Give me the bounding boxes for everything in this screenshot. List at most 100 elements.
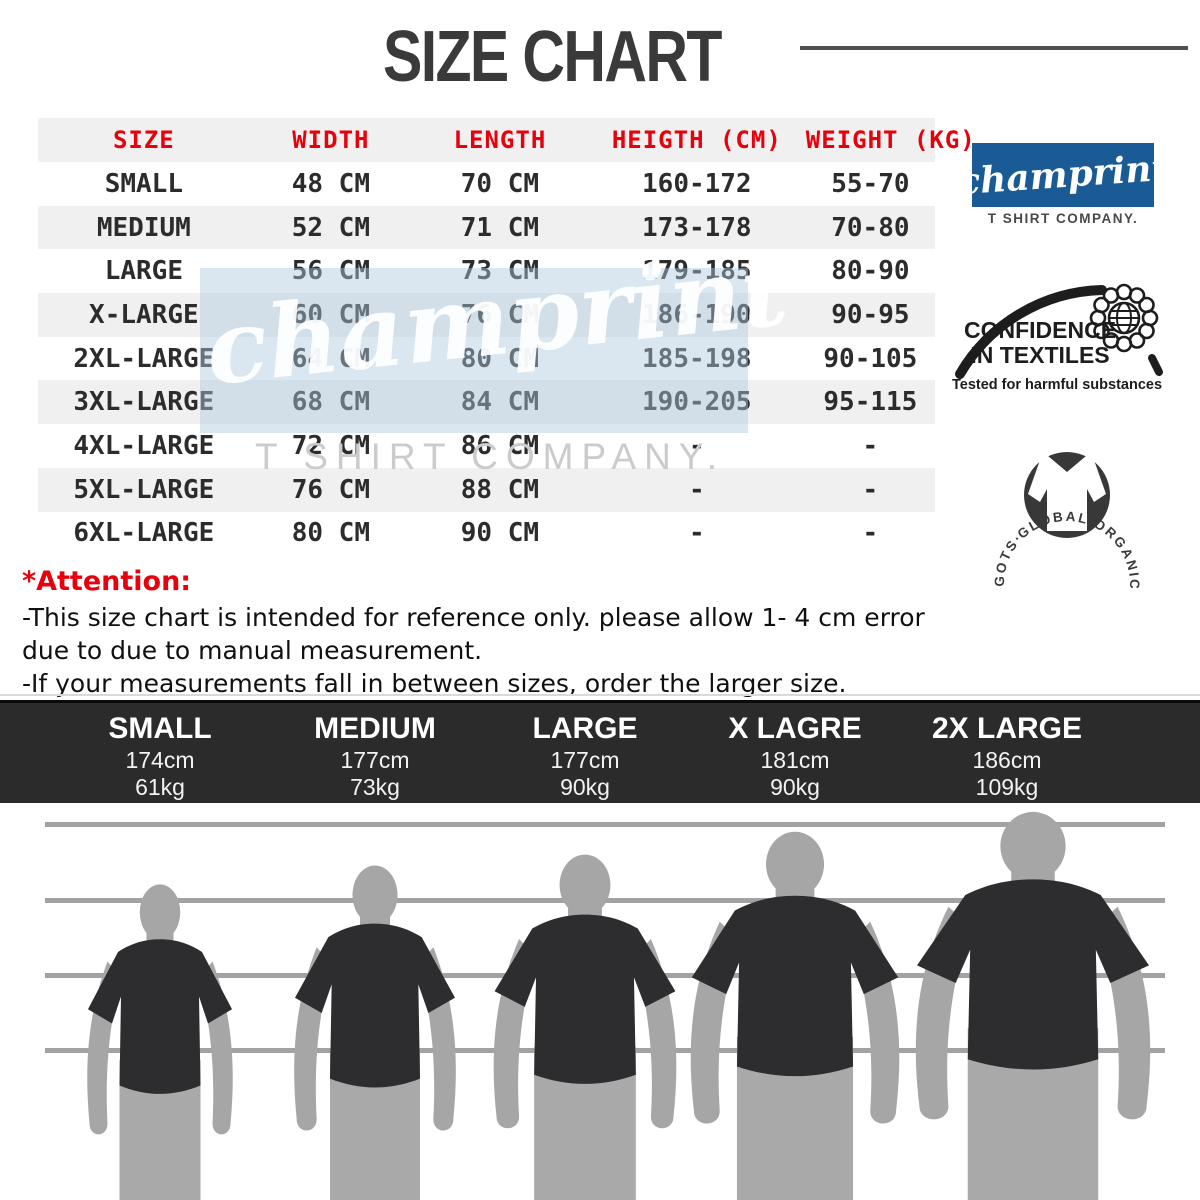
- bar-item-small: SMALL 174cm 61kg: [60, 711, 260, 801]
- cell-weight: -: [862, 430, 879, 461]
- table-row: 5XL-LARGE 76 CM 88 CM - -: [38, 467, 935, 512]
- col-header-size: SIZE: [112, 126, 175, 154]
- col-header-width: WIDTH: [292, 126, 370, 154]
- size-summary-bar: SMALL 174cm 61kg MEDIUM 177cm 73kg LARGE…: [0, 700, 1200, 803]
- bar-item-xlarge: X LAGRE 181cm 90kg: [695, 711, 895, 801]
- table-row: 6XL-LARGE 80 CM 90 CM - -: [38, 512, 935, 556]
- watermark-overlay: [200, 268, 748, 433]
- attention-line: -This size chart is intended for referen…: [22, 603, 925, 632]
- silhouette-xlarge: [690, 831, 900, 1200]
- cell-size: LARGE: [104, 256, 183, 287]
- bar-label: MEDIUM: [314, 712, 436, 745]
- cell-weight: -: [862, 518, 879, 549]
- cell-length: 88 CM: [460, 474, 540, 505]
- cell-weight: 95-115: [823, 387, 918, 418]
- title-rule: [800, 46, 1188, 50]
- bar-height: 186cm: [972, 747, 1042, 773]
- table-row: 3XL-LARGE 68 CM 84 CM 190-205 95-115: [38, 380, 935, 425]
- table-row: SMALL 48 CM 70 CM 160-172 55-70: [38, 162, 935, 206]
- cell-width: 68 CM: [291, 387, 370, 418]
- bar-weight: 61kg: [135, 774, 185, 800]
- cell-size: X-LARGE: [89, 299, 199, 330]
- table-row: MEDIUM 52 CM 71 CM 173-178 70-80: [38, 205, 935, 250]
- col-header-weight: WEIGHT (KG): [805, 126, 976, 154]
- cell-height: 173-178: [642, 212, 752, 243]
- bar-weight: 90kg: [770, 774, 820, 800]
- bar-height: 177cm: [340, 747, 410, 773]
- cell-width: 64 CM: [291, 343, 370, 374]
- cell-size: MEDIUM: [96, 212, 191, 243]
- attention-line: -If your measurements fall in between si…: [22, 669, 847, 698]
- bar-height: 177cm: [550, 747, 620, 773]
- cell-size: 4XL-LARGE: [73, 430, 215, 461]
- oeko-line2: IN TEXTILES: [970, 342, 1109, 368]
- bar-item-2xlarge: 2X LARGE 186cm 109kg: [907, 711, 1107, 801]
- col-header-height: HEIGTH (CM): [611, 126, 782, 154]
- cell-width: 60 CM: [291, 299, 370, 330]
- champrint-logo-subtext: T SHIRT COMPANY.: [987, 211, 1139, 226]
- cell-height: 190-205: [642, 387, 752, 418]
- cell-length: 86 CM: [460, 430, 540, 461]
- cell-size: 3XL-LARGE: [73, 387, 215, 418]
- cell-height: 186-190: [642, 299, 752, 330]
- table-row: X-LARGE 60 CM 76 CM 186-190 90-95: [38, 293, 935, 337]
- cell-width: 52 CM: [291, 212, 370, 243]
- table-header-row: SIZE WIDTH LENGTH HEIGTH (CM) WEIGHT (KG…: [38, 118, 976, 162]
- attention-line: due to due to manual measurement.: [22, 636, 483, 665]
- attention-note: *Attention: -This size chart is intended…: [22, 566, 962, 700]
- bar-height: 174cm: [125, 747, 195, 773]
- cell-size: 5XL-LARGE: [73, 474, 215, 505]
- silhouette-small: [87, 884, 233, 1200]
- bar-height: 181cm: [760, 747, 830, 773]
- cell-weight: 80-90: [831, 256, 910, 287]
- cell-length: 80 CM: [460, 343, 540, 374]
- cell-height: 160-172: [642, 168, 752, 199]
- bar-item-large: LARGE 177cm 90kg: [485, 711, 685, 801]
- cell-length: 71 CM: [460, 212, 540, 243]
- table-row: LARGE 56 CM 73 CM 179-185 80-90: [38, 249, 935, 293]
- confidence-in-textiles-badge: CONFIDENCE IN TEXTILES Tested for harmfu…: [952, 283, 1163, 393]
- bar-weight: 73kg: [350, 774, 400, 800]
- cell-weight: 70-80: [831, 212, 910, 243]
- cell-weight: -: [862, 474, 879, 505]
- bar-label: SMALL: [108, 712, 212, 745]
- cell-size: SMALL: [104, 168, 183, 199]
- cell-height: -: [688, 474, 705, 505]
- lineup-line: [45, 822, 1165, 827]
- attention-heading: *Attention:: [22, 566, 192, 597]
- cell-length: 84 CM: [460, 387, 540, 418]
- size-comparison-lineup: [0, 803, 1200, 1200]
- table-row: 2XL-LARGE 64 CM 80 CM 185-198 90-105: [38, 337, 935, 381]
- cell-weight: 90-95: [831, 299, 910, 330]
- badge-arc-icon: [955, 285, 1107, 379]
- cell-size: 6XL-LARGE: [73, 518, 215, 549]
- gots-badge: GLOBAL ORGANIC TEXTILE STANDARD ·GOTS·: [992, 452, 1142, 588]
- bar-label: LARGE: [532, 712, 638, 745]
- cell-height: -: [688, 518, 705, 549]
- cell-length: 73 CM: [460, 256, 540, 287]
- cell-width: 72 CM: [291, 430, 370, 461]
- cell-length: 90 CM: [460, 518, 540, 549]
- cell-size: 2XL-LARGE: [73, 343, 215, 374]
- silhouette-medium: [294, 865, 456, 1200]
- bar-top-rule: [0, 694, 1200, 696]
- champrint-logo-text: champrint: [956, 146, 1170, 204]
- cell-width: 76 CM: [291, 474, 370, 505]
- silhouette-large: [493, 854, 677, 1200]
- cell-height: -: [688, 430, 705, 461]
- size-table: SIZE WIDTH LENGTH HEIGTH (CM) WEIGHT (KG…: [38, 118, 976, 556]
- gots-ring-text: GLOBAL ORGANIC TEXTILE STANDARD ·GOTS·: [992, 509, 1142, 588]
- cell-width: 80 CM: [291, 518, 370, 549]
- cell-height: 179-185: [642, 256, 752, 287]
- champrint-logo: champrint: [957, 143, 1169, 207]
- silhouette-2xlarge: [915, 811, 1151, 1200]
- cell-length: 70 CM: [460, 168, 540, 199]
- col-header-length: LENGTH: [453, 126, 547, 154]
- watermark-subtext: T SHIRT COMPANY.: [255, 436, 725, 477]
- bar-item-medium: MEDIUM 177cm 73kg: [275, 711, 475, 801]
- cell-width: 56 CM: [291, 256, 370, 287]
- oeko-line3: Tested for harmful substances: [952, 377, 1162, 393]
- cell-weight: 55-70: [831, 168, 910, 199]
- cell-height: 185-198: [642, 343, 752, 374]
